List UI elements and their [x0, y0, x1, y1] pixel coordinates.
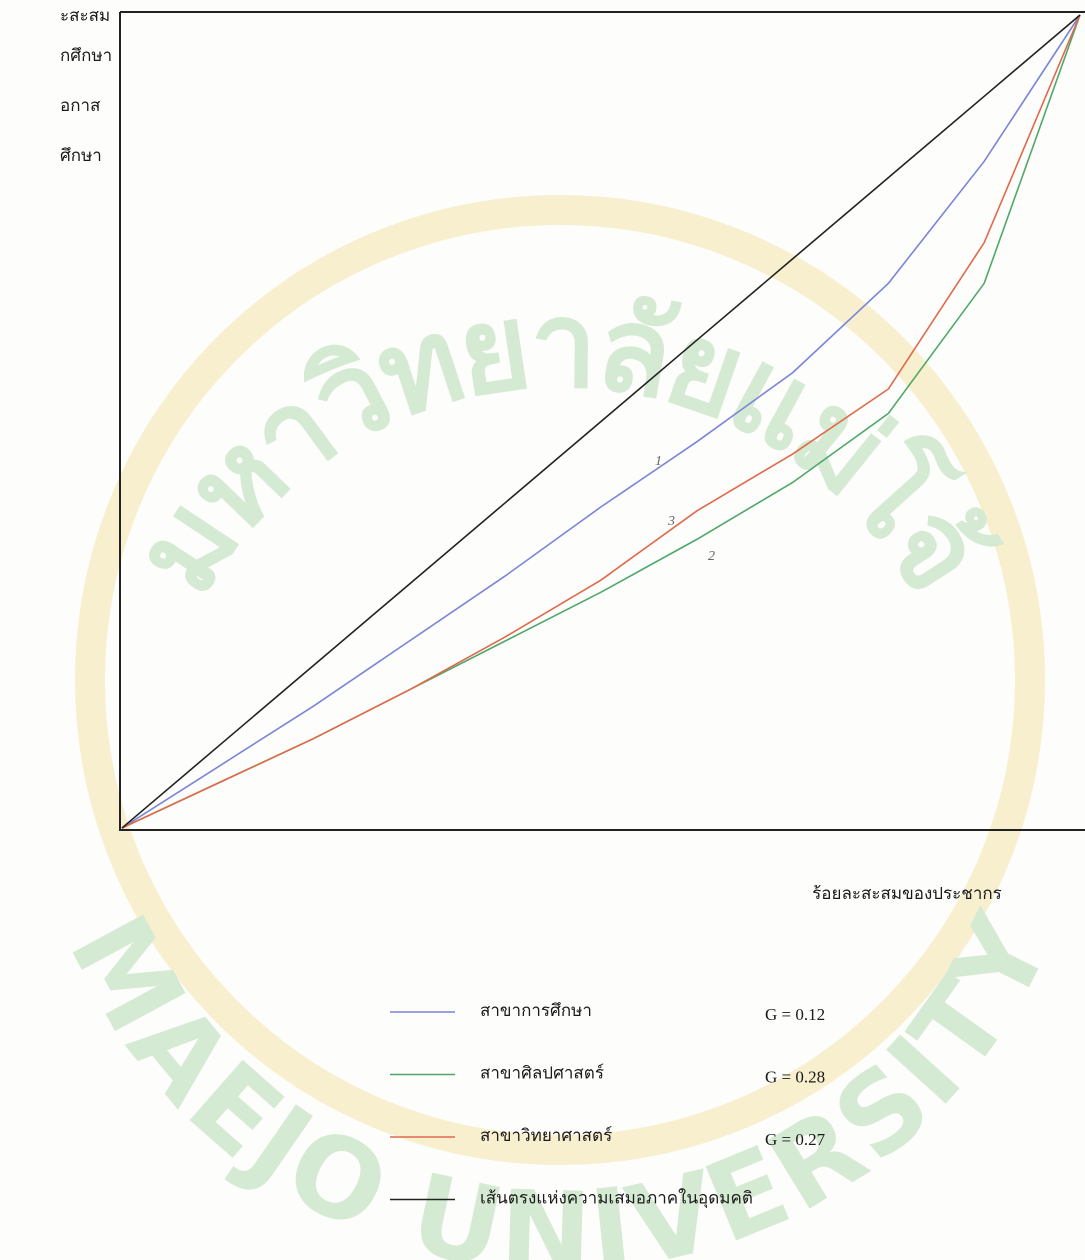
side-label: ศึกษา [60, 146, 102, 165]
legend-label: สาขาวิทยาศาสตร์ [480, 1126, 612, 1145]
gini-label: G = 0.12 [765, 1005, 825, 1024]
gini-label: G = 0.27 [765, 1130, 826, 1149]
watermark-ring [75, 195, 1045, 1165]
annotation: 2 [708, 549, 715, 564]
annotation: 3 [667, 514, 675, 529]
legend-label: เส้นตรงแห่งความเสมอภาคในอุดมคติ [480, 1187, 753, 1208]
series-line [121, 14, 1081, 829]
series-line [121, 14, 1081, 829]
series-line [121, 14, 1081, 829]
x-axis-label: ร้อยละสะสมของประชากร [812, 884, 1002, 903]
plot-frame [119, 11, 1085, 831]
gini-label: G = 0.28 [765, 1067, 825, 1086]
legend-label: สาขาการศึกษา [480, 1001, 592, 1020]
annotation: 1 [655, 454, 662, 469]
side-label: อกาส [60, 96, 101, 115]
legend-label: สาขาศิลปศาสตร์ [480, 1063, 604, 1082]
side-label: กศึกษา [60, 46, 112, 65]
side-label: ะสะสม [60, 6, 110, 25]
